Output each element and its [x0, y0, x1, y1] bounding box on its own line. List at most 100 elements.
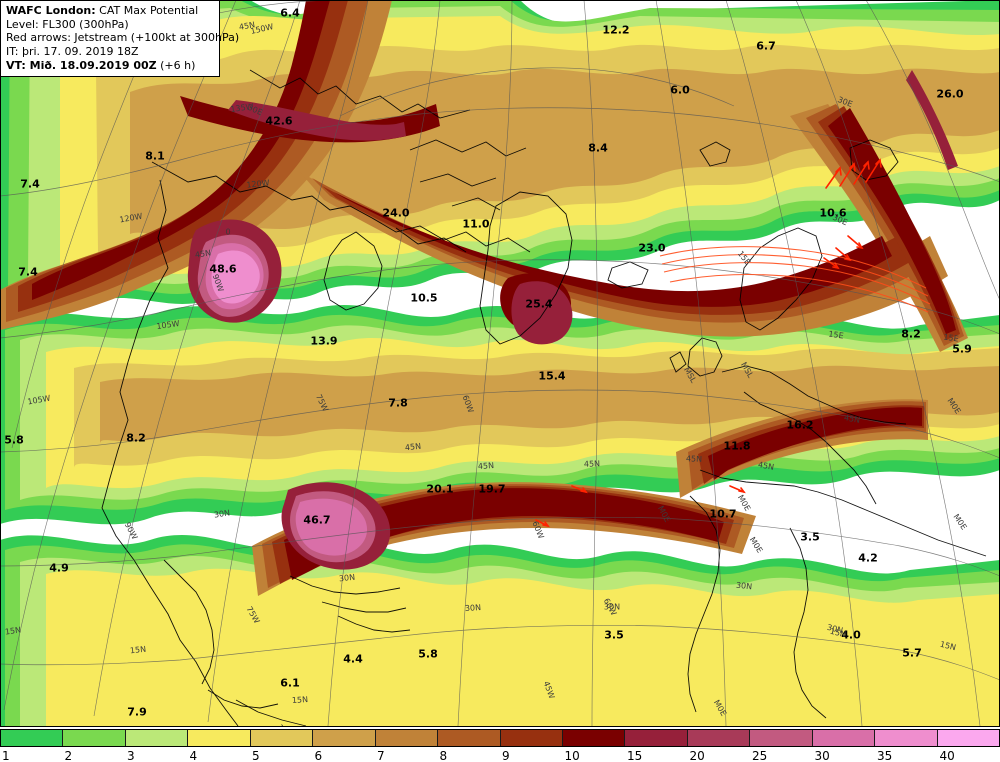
- colorbar-band: [562, 730, 626, 746]
- colorbar-band: [625, 730, 688, 746]
- cat-value-label: 6.4: [280, 6, 300, 20]
- cat-value-label: 12.2: [602, 23, 630, 37]
- cat-value-label: 11.8: [723, 439, 751, 453]
- colorbar-band: [812, 730, 876, 746]
- cat-value-label: 5.8: [418, 647, 438, 661]
- cat-value-label: 16.2: [786, 418, 814, 432]
- graticule-label: 15E: [827, 329, 845, 341]
- cat-value-label: 24.0: [382, 206, 410, 220]
- colorbar-tick: 4: [189, 749, 198, 762]
- cat-value-label: 3.5: [800, 530, 820, 544]
- cat-value-label: 3.7: [23, 725, 43, 728]
- colorbar-tick-labels: 1 2 3 4 5 6 7 8 9 10 15 20 25 30 35 40: [0, 749, 1000, 762]
- colorbar[interactable]: [0, 729, 1000, 747]
- graticule-label: 45N: [404, 441, 422, 453]
- cat-value-label: 7.4: [20, 177, 40, 191]
- cat-value-label: 7.9: [127, 705, 147, 719]
- colorbar-tick: 2: [64, 749, 73, 762]
- cat-value-label: 6.0: [670, 83, 690, 97]
- colorbar-tick: 9: [502, 749, 510, 762]
- cat-value-label: 7.4: [18, 265, 38, 279]
- colorbar-band: [188, 730, 251, 746]
- colorbar-band: [375, 730, 439, 746]
- cat-value-label: 25.4: [525, 297, 553, 311]
- colorbar-tick: 15: [627, 749, 643, 762]
- info-centre-name: WAFC London:: [6, 4, 96, 17]
- graticule-label: 30N: [735, 580, 753, 592]
- cat-value-label: 5.8: [4, 433, 24, 447]
- colorbar-tick: 25: [752, 749, 768, 762]
- colorbar-band: [687, 730, 751, 746]
- cat-value-label: 3.5: [604, 628, 624, 642]
- info-valid-time-value: VT: Mið. 18.09.2019 00Z: [6, 58, 157, 72]
- cat-value-label: 4.9: [49, 561, 69, 575]
- cat-value-label: 20.1: [426, 482, 454, 496]
- info-line-valid-time: VT: Mið. 18.09.2019 00Z (+6 h): [6, 59, 214, 73]
- info-line-arrows: Red arrows: Jetstream (+100kt at 300hPa): [6, 31, 240, 45]
- cat-value-label: 10.6: [819, 206, 847, 220]
- info-line-level: Level: FL300 (300hPa): [6, 17, 129, 31]
- graticule-label: 45N: [685, 454, 703, 464]
- cat-value-label: 8.4: [588, 141, 608, 155]
- cat-value-label: 11.0: [462, 217, 490, 231]
- info-line-issue-time: IT: þri. 17. 09. 2019 18Z: [6, 44, 139, 58]
- map-contour-canvas: [0, 0, 1000, 727]
- cat-value-label: 48.6: [209, 262, 237, 276]
- cat-value-label: 4.0: [841, 628, 861, 642]
- colorbar-band: [875, 730, 938, 746]
- info-line-product: WAFC London: CAT Max Potential: [6, 4, 214, 18]
- colorbar-tick: 7: [377, 749, 385, 762]
- colorbar-tick: 35: [877, 749, 893, 762]
- cat-value-label: 8.1: [145, 149, 165, 163]
- graticule-label: 0: [225, 227, 231, 237]
- cat-value-label: 19.7: [478, 482, 506, 496]
- cat-value-label: 4.2: [858, 551, 878, 565]
- graticule-label: 30N: [603, 602, 621, 612]
- colorbar-tick: 30: [814, 749, 830, 762]
- graticule-label: 45N: [583, 459, 601, 469]
- cat-value-label: 5.7: [902, 646, 922, 660]
- colorbar-area: 1 2 3 4 5 6 7 8 9 10 15 20 25 30 35 40: [0, 727, 1000, 762]
- forecast-info-box: WAFC London: CAT Max Potential Level: FL…: [0, 0, 240, 78]
- info-product-name: CAT Max Potential: [95, 4, 199, 17]
- colorbar-band: [125, 730, 189, 746]
- info-forecast-step: (+6 h): [156, 58, 196, 72]
- cat-value-label: 46.7: [303, 513, 331, 527]
- colorbar-band: [937, 730, 999, 746]
- cat-potential-map[interactable]: 6.4 12.2 6.7 26.0 42.6 6.0 8.1 8.4 7.4 24.0 11.0 10…: [0, 0, 1000, 727]
- colorbar-band: [500, 730, 563, 746]
- cat-value-label: 6.1: [280, 676, 300, 690]
- cat-value-label: 4.4: [343, 652, 363, 666]
- cat-value-label: 8.2: [126, 431, 146, 445]
- cat-value-label: 26.0: [936, 87, 964, 101]
- cat-value-label: 6.7: [756, 39, 776, 53]
- colorbar-tick: 10: [564, 749, 580, 762]
- cat-value-label: 8.2: [901, 327, 921, 341]
- cat-value-label: 23.0: [638, 241, 666, 255]
- colorbar-band: [1, 730, 64, 746]
- colorbar-band: [250, 730, 314, 746]
- cat-value-label: 5.9: [952, 342, 972, 356]
- colorbar-tick: 3: [127, 749, 135, 762]
- colorbar-wrap: 1 2 3 4 5 6 7 8 9 10 15 20 25 30 35 40: [0, 729, 1000, 762]
- colorbar-tick: 1: [2, 749, 10, 762]
- colorbar-band: [63, 730, 126, 746]
- colorbar-tick: 6: [314, 749, 323, 762]
- graticule-label: 15N: [291, 694, 309, 706]
- colorbar-tick: 40: [939, 749, 955, 762]
- colorbar-tick: 20: [689, 749, 705, 762]
- graticule-label: 15N: [129, 644, 147, 656]
- colorbar-tick: 5: [252, 749, 260, 762]
- colorbar-band: [313, 730, 376, 746]
- graticule-label: 15E: [942, 332, 960, 344]
- colorbar-tick: 8: [439, 749, 448, 762]
- colorbar-band: [750, 730, 813, 746]
- cat-value-label: 15.4: [538, 369, 566, 383]
- graticule-label: 45N: [477, 460, 495, 472]
- cat-value-label: 7.8: [388, 396, 408, 410]
- colorbar-band: [438, 730, 501, 746]
- graticule-label: 30N: [464, 602, 482, 614]
- graticule-label: 30N: [338, 572, 356, 584]
- cat-value-label: 13.9: [310, 334, 338, 348]
